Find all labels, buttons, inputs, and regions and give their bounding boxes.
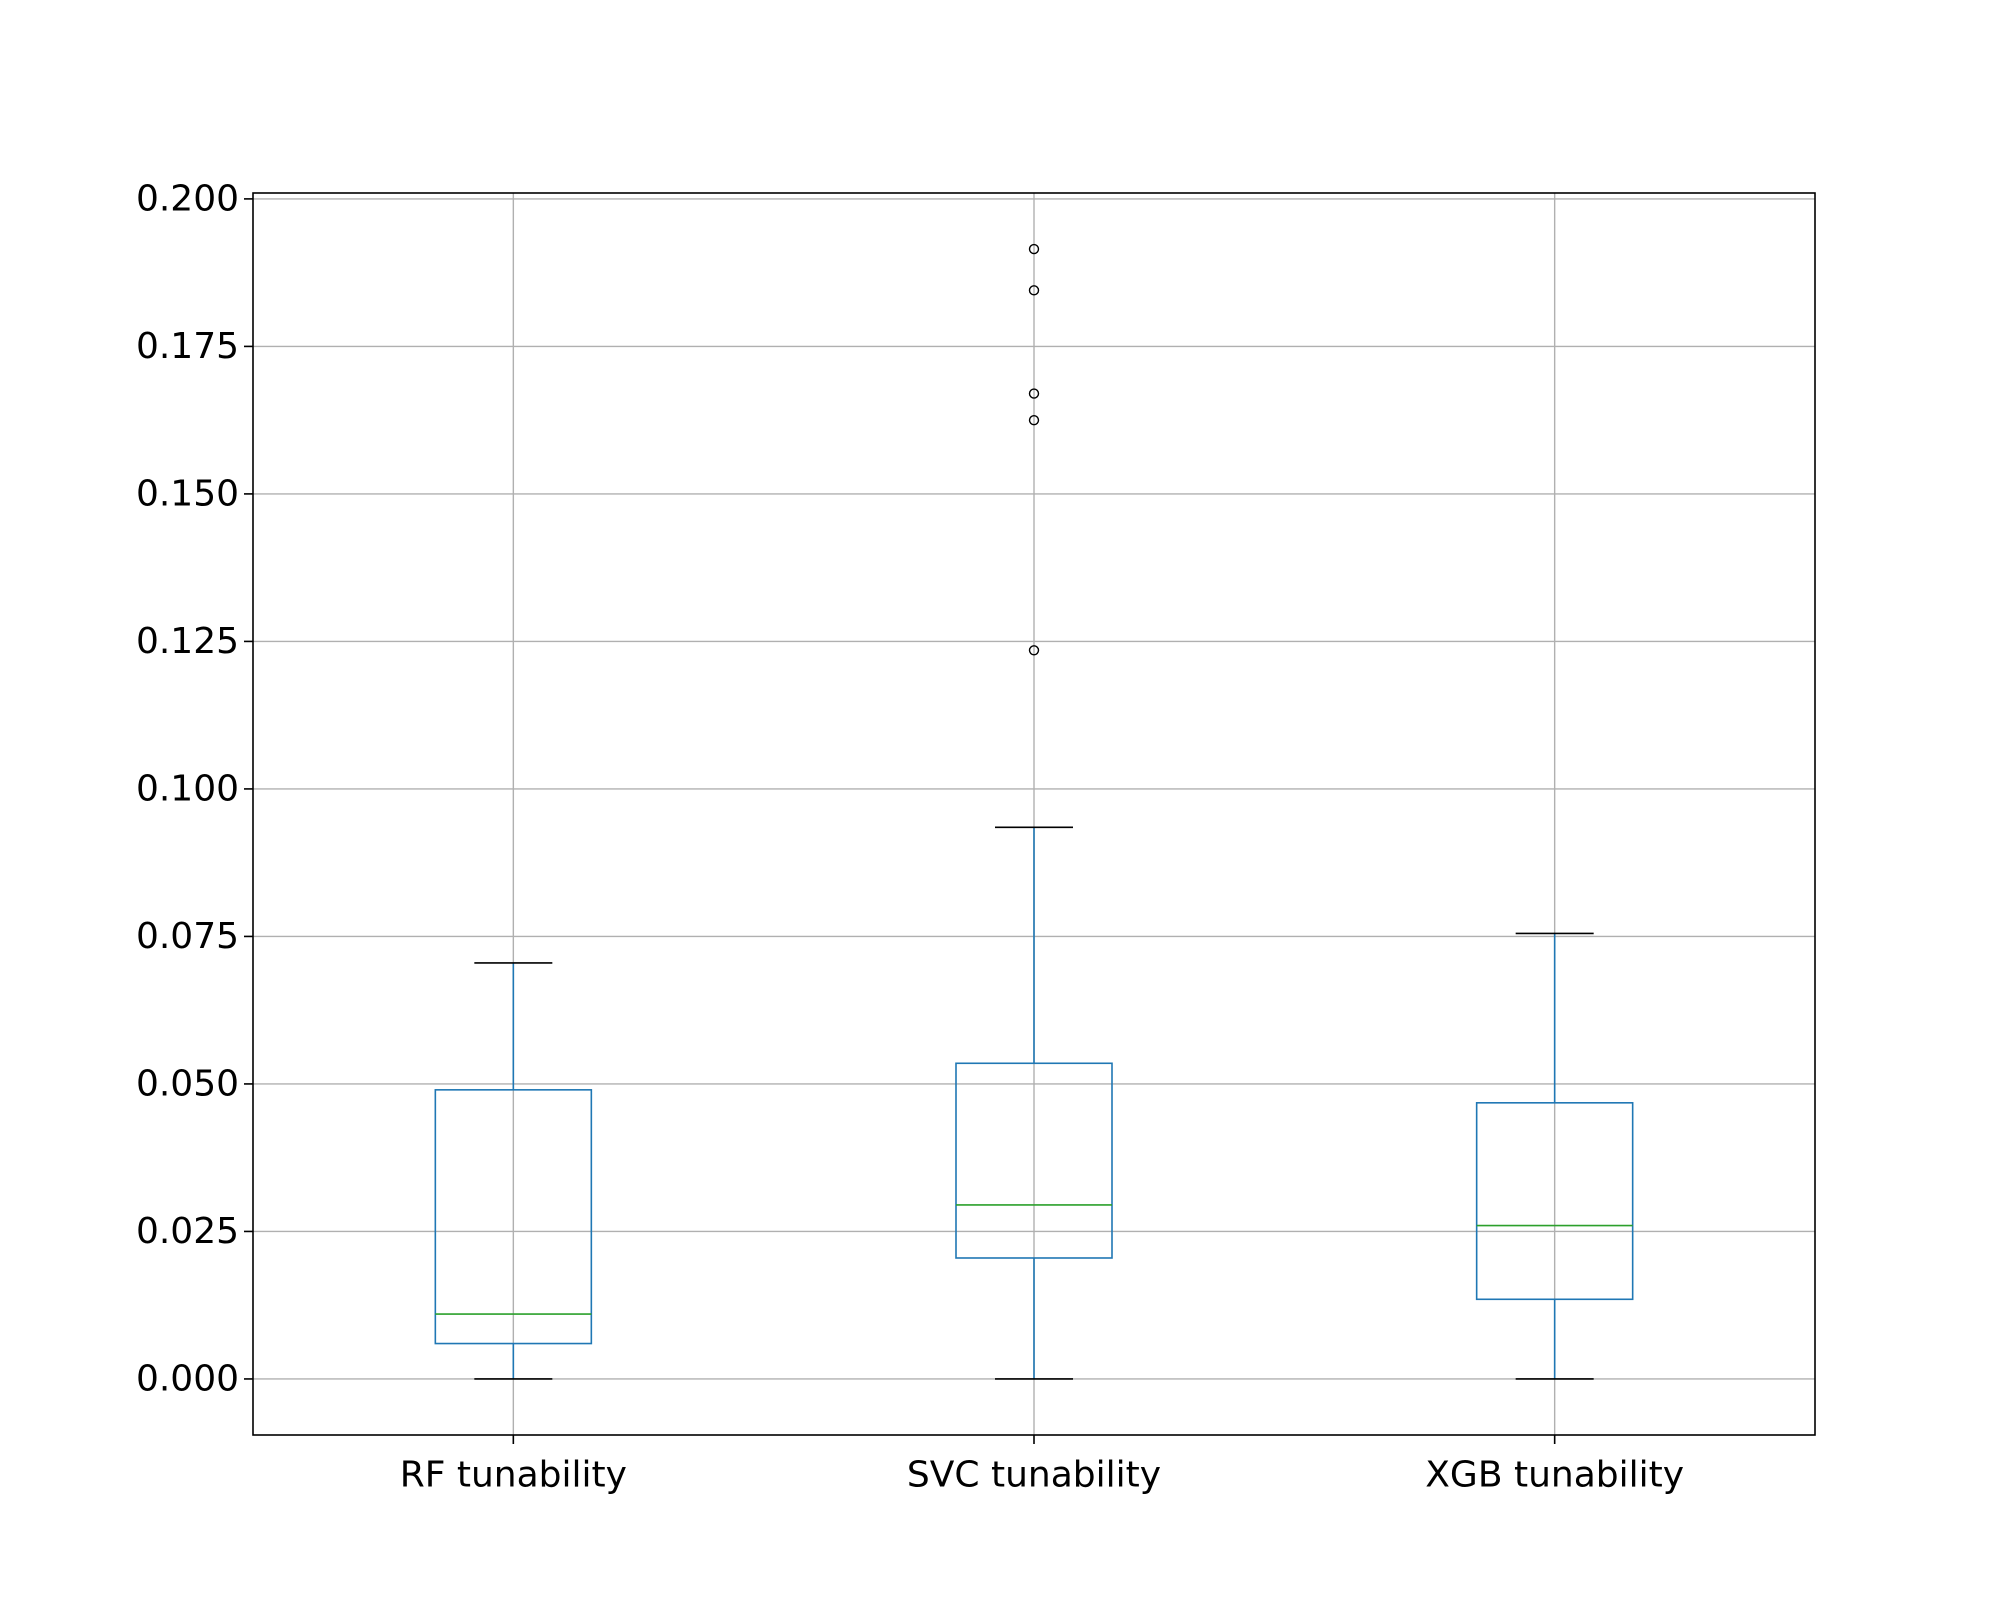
box-group [1475, 932, 1634, 1380]
x-tick-label: XGB tunability [1425, 1455, 1684, 1496]
y-tick-label: 0.150 [136, 473, 239, 514]
grid-lines [253, 193, 1815, 1435]
iqr-box [434, 1089, 593, 1345]
y-tick-label: 0.025 [136, 1211, 239, 1252]
iqr-box [955, 1062, 1113, 1259]
y-tick-label: 0.000 [136, 1358, 239, 1399]
outlier-point [1028, 388, 1040, 399]
y-tick-label: 0.175 [136, 326, 239, 367]
y-tick-label: 0.125 [136, 621, 239, 662]
y-tick-label: 0.075 [136, 916, 239, 957]
iqr-box [1475, 1102, 1634, 1301]
y-tick-label: 0.050 [136, 1063, 239, 1104]
box-group [434, 962, 593, 1380]
outlier-point [1028, 645, 1040, 656]
x-axis-ticks: RF tunability SVC tunability XGB tunabilit… [400, 1435, 1684, 1496]
outlier-point [1028, 285, 1040, 296]
outlier-point [1028, 414, 1040, 426]
x-tick-label: SVC tunability [907, 1455, 1161, 1496]
outlier-point [1028, 243, 1040, 255]
y-axis-ticks: 0.000 0.025 0.050 0.075 0.100 0.125 0.150 0.175… [136, 178, 253, 1399]
y-tick-label: 0.100 [136, 768, 239, 809]
boxes [434, 243, 1634, 1380]
box-group [955, 243, 1113, 1380]
y-tick-label: 0.200 [136, 178, 239, 219]
x-tick-label: RF tunability [400, 1455, 627, 1496]
